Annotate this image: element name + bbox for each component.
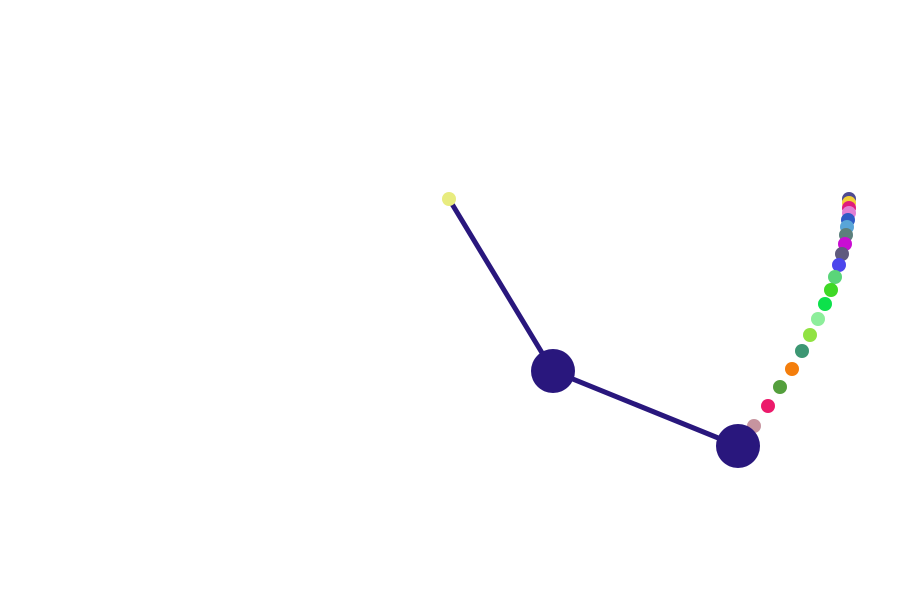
trail-dot (832, 258, 846, 272)
trail-dot (761, 399, 775, 413)
trail-dot (824, 283, 838, 297)
lower-rod (550, 368, 741, 449)
pivot-point (442, 192, 456, 206)
trail-dot (773, 380, 787, 394)
upper-bob[interactable] (531, 349, 575, 393)
trail-dot (811, 312, 825, 326)
upper-rod (446, 196, 556, 374)
trail-dot (835, 247, 849, 261)
trail-dot (803, 328, 817, 342)
trail-dot (785, 362, 799, 376)
trail-dot (818, 297, 832, 311)
trail (747, 192, 856, 433)
lower-bob[interactable] (716, 424, 760, 468)
trail-dot (795, 344, 809, 358)
trail-dot (828, 270, 842, 284)
